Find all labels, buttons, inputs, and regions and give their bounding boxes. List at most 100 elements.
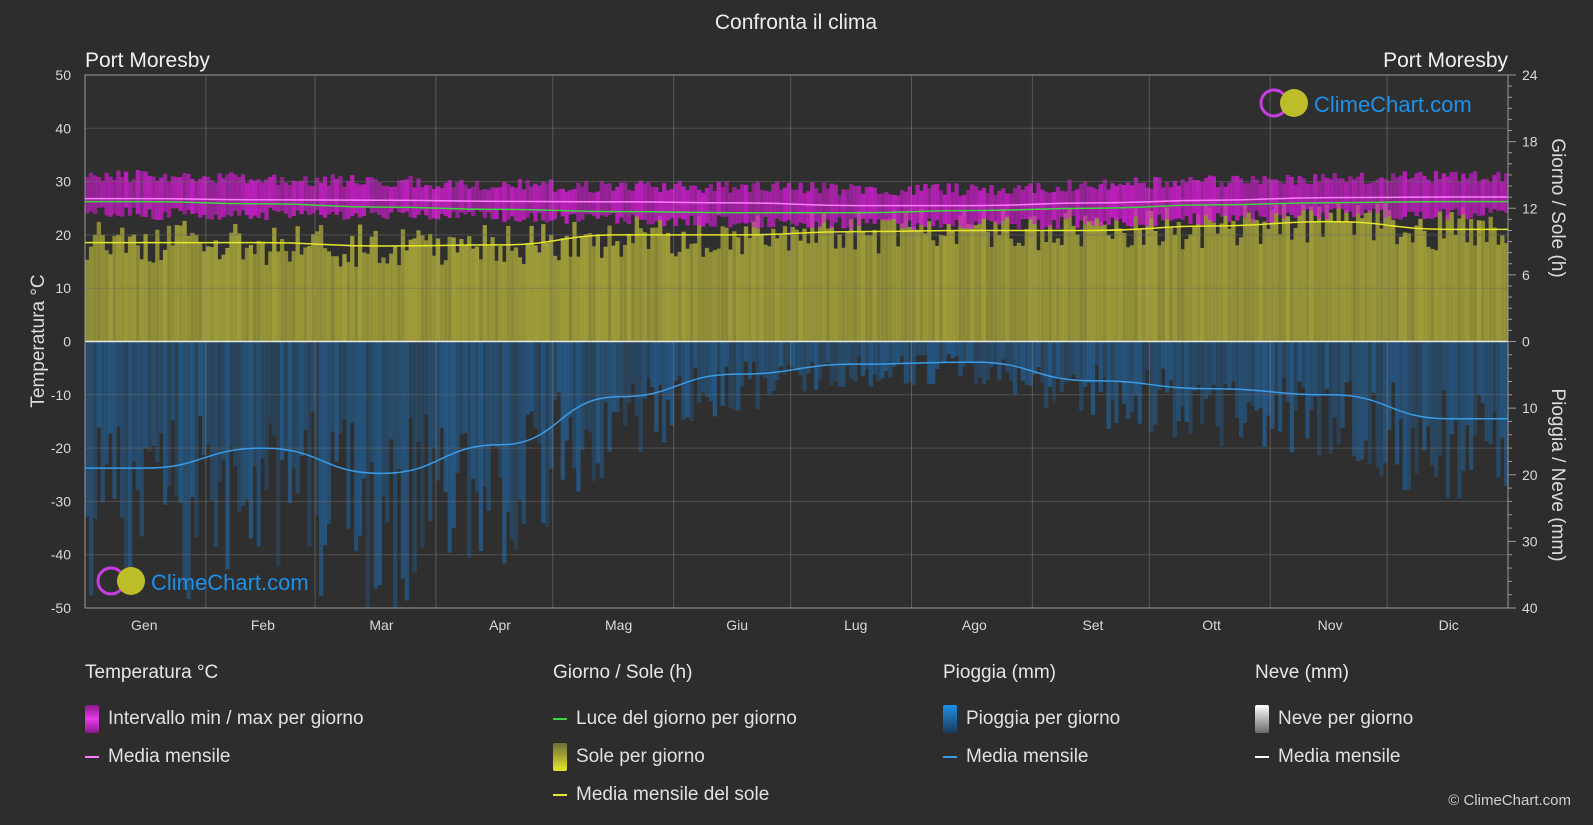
temp-day-bar xyxy=(276,184,281,212)
temp-day-bar xyxy=(1504,173,1509,213)
temp-day-bar xyxy=(716,181,721,216)
y-tick-label: 50 xyxy=(55,67,71,83)
sun-day-bar xyxy=(650,227,655,342)
sun-day-bar xyxy=(747,238,753,342)
sun-day-bar xyxy=(782,226,788,342)
y-tick-label: -50 xyxy=(51,600,71,616)
rain-day-bar xyxy=(759,341,764,376)
watermark-top: ClimeChart.com xyxy=(1259,88,1472,118)
sun-day-bar xyxy=(1001,208,1006,342)
rain-day-bar xyxy=(888,341,893,378)
sun-day-bar xyxy=(646,248,651,342)
sun-day-bar xyxy=(96,221,101,342)
rain-day-bar xyxy=(381,341,386,497)
watermark-text: ClimeChart.com xyxy=(1314,92,1472,117)
rain-day-bar xyxy=(1465,341,1470,426)
rain-day-bar xyxy=(782,341,788,375)
sun-day-bar xyxy=(1032,216,1037,342)
rain-day-bar xyxy=(1192,341,1197,391)
rain-day-bar xyxy=(1359,341,1365,460)
temp-day-bar xyxy=(775,181,780,219)
rain-day-bar xyxy=(162,341,168,505)
sun-day-bar xyxy=(720,226,725,342)
temp-day-bar xyxy=(283,182,289,214)
rain-day-bar xyxy=(1472,341,1478,436)
rain-day-bar xyxy=(1391,341,1396,383)
sun-day-bar xyxy=(1067,208,1072,342)
rain-day-bar xyxy=(607,341,612,452)
sun-day-bar xyxy=(743,226,749,342)
rain-day-bar xyxy=(1297,341,1302,382)
rain-day-bar xyxy=(463,341,468,433)
rain-day-bar xyxy=(170,341,176,421)
rain-day-bar xyxy=(853,341,858,382)
temp-day-bar xyxy=(693,185,698,226)
sun-day-bar xyxy=(716,248,721,342)
rain-day-bar xyxy=(1086,341,1092,383)
rain-day-bar xyxy=(1274,341,1279,395)
sun-day-bar xyxy=(502,261,507,342)
rain-day-bar xyxy=(763,341,768,378)
rain-day-bar xyxy=(864,341,870,370)
temp-day-bar xyxy=(322,176,328,218)
sun-day-bar xyxy=(1270,210,1275,342)
temp-day-bar xyxy=(435,186,441,220)
sun-day-bar xyxy=(658,215,663,342)
sun-day-bar xyxy=(303,247,308,342)
sun-day-bar xyxy=(1133,207,1139,342)
rain-day-bar xyxy=(1075,341,1080,379)
sun-day-bar xyxy=(1328,212,1333,342)
temp-day-bar xyxy=(700,192,706,227)
rain-day-bar xyxy=(178,341,183,503)
rain-day-bar xyxy=(923,341,928,356)
rain-day-bar xyxy=(825,341,831,363)
sun-day-bar xyxy=(1496,244,1501,342)
rain-day-bar xyxy=(860,341,866,376)
rain-day-bar xyxy=(295,341,300,494)
rain-day-bar xyxy=(693,341,698,368)
rain-day-bar xyxy=(1348,341,1353,381)
rain-day-bar xyxy=(424,341,429,416)
sun-day-bar xyxy=(915,229,920,342)
temp-day-bar xyxy=(1211,176,1217,222)
temp-day-bar xyxy=(354,183,359,214)
rain-day-bar xyxy=(985,341,990,381)
rain-day-bar xyxy=(755,341,760,410)
rain-day-bar xyxy=(1418,341,1423,419)
month-label: Nov xyxy=(1318,617,1343,633)
rain-day-bar xyxy=(205,341,211,445)
rain-day-bar xyxy=(1149,341,1154,433)
sun-day-bar xyxy=(1063,213,1068,342)
sun-day-bar xyxy=(821,213,827,342)
legend-label: Neve per giorno xyxy=(1278,708,1414,729)
rain-day-bar xyxy=(1161,341,1166,369)
rain-tick-label: 40 xyxy=(1522,600,1538,616)
sun-day-bar xyxy=(276,251,281,342)
temp-day-bar xyxy=(1001,188,1006,221)
sun-day-bar xyxy=(1363,213,1369,342)
month-label: Ago xyxy=(962,617,987,633)
temp-day-bar xyxy=(186,174,191,210)
sun-day-bar xyxy=(506,225,511,342)
sun-day-bar xyxy=(474,246,480,342)
rain-day-bar xyxy=(190,341,195,498)
legend-header: Temperatura °C xyxy=(85,662,219,683)
rain-day-bar xyxy=(131,341,137,462)
temp-day-bar xyxy=(1461,173,1466,215)
sun-day-bar xyxy=(408,239,413,342)
rain-day-bar xyxy=(1215,341,1220,427)
temp-day-bar xyxy=(1055,186,1061,229)
temp-day-bar xyxy=(580,186,585,220)
temp-day-bar xyxy=(1305,183,1310,210)
rain-day-bar xyxy=(155,341,160,463)
sun-day-bar xyxy=(272,227,277,342)
sun-day-bar xyxy=(1129,245,1135,342)
sun-day-bar xyxy=(810,212,815,342)
sun-day-bar xyxy=(490,237,495,342)
temp-day-bar xyxy=(1172,180,1178,220)
temp-day-bar xyxy=(381,186,386,218)
rain-day-bar xyxy=(521,341,526,524)
temp-day-bar xyxy=(712,190,717,227)
temp-day-bar xyxy=(357,184,363,218)
rain-day-bar xyxy=(498,341,503,478)
